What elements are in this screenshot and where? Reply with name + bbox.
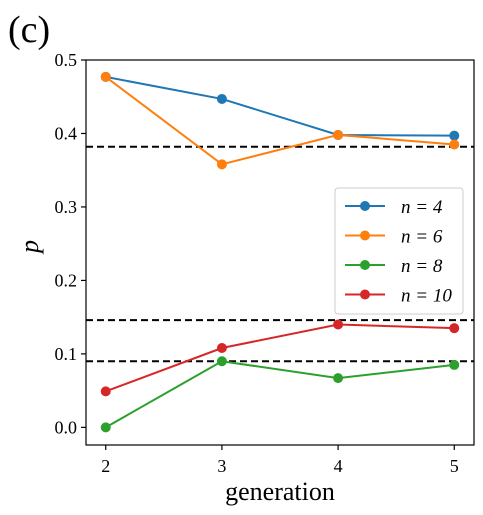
data-point [100,422,111,433]
legend-swatch-marker [360,289,370,300]
series-2 [100,71,460,170]
series-group [100,71,460,433]
data-point [100,386,111,397]
axes-frame [85,59,475,446]
legend-label: n = 10 [401,286,452,307]
y-tick-label: 0.5 [55,50,78,70]
y-tick-label: 0.1 [55,344,78,364]
series-line [105,76,455,166]
panel-label: (c) [8,9,50,51]
data-point [449,139,460,150]
legend-entry: n = 8 [345,256,443,277]
series-3 [100,356,460,433]
x-axis-ticks: 2 3 4 5 [101,445,459,476]
data-point [216,159,227,170]
legend-label: n = 4 [401,197,443,218]
x-axis-label: generation [225,477,335,506]
legend-box [334,187,464,315]
data-point [449,359,460,370]
legend: n = 4 n = 6 n = 8 n = 10 [334,187,464,315]
y-tick-label: 0.4 [55,123,78,143]
legend-entry: n = 6 [345,227,443,248]
data-point [449,323,460,334]
reference-lines [86,145,474,363]
x-tick-label: 5 [450,456,459,476]
legend-swatch-marker [360,201,370,211]
legend-label: n = 6 [401,227,443,248]
data-point [216,356,227,367]
y-axis-ticks: 0.0 0.1 0.2 0.3 0.4 0.5 [55,50,86,437]
legend-swatch-marker [360,230,370,241]
series-4 [100,319,460,397]
data-point [216,93,227,104]
data-point [333,373,344,384]
legend-swatch-marker [360,260,370,270]
x-tick-label: 4 [334,456,343,476]
data-point [216,343,227,354]
plot-area: 2 3 4 5 0.0 0.1 0.2 0.3 0.4 0.5 [55,50,475,476]
data-point [100,71,111,82]
data-point [449,130,460,141]
x-tick-label: 2 [101,456,110,476]
y-tick-label: 0.3 [55,197,78,217]
y-tick-label: 0.0 [55,417,78,437]
series-line [105,323,455,393]
series-1 [100,71,460,141]
series-line [105,360,455,429]
x-tick-label: 3 [217,456,226,476]
y-axis-label: p [15,240,44,255]
data-point [333,129,344,140]
legend-label: n = 8 [401,256,443,277]
series-line [105,75,455,137]
legend-entry: n = 10 [345,286,452,307]
legend-entry: n = 4 [345,197,443,218]
data-point [333,319,344,330]
y-tick-label: 0.2 [55,270,78,290]
